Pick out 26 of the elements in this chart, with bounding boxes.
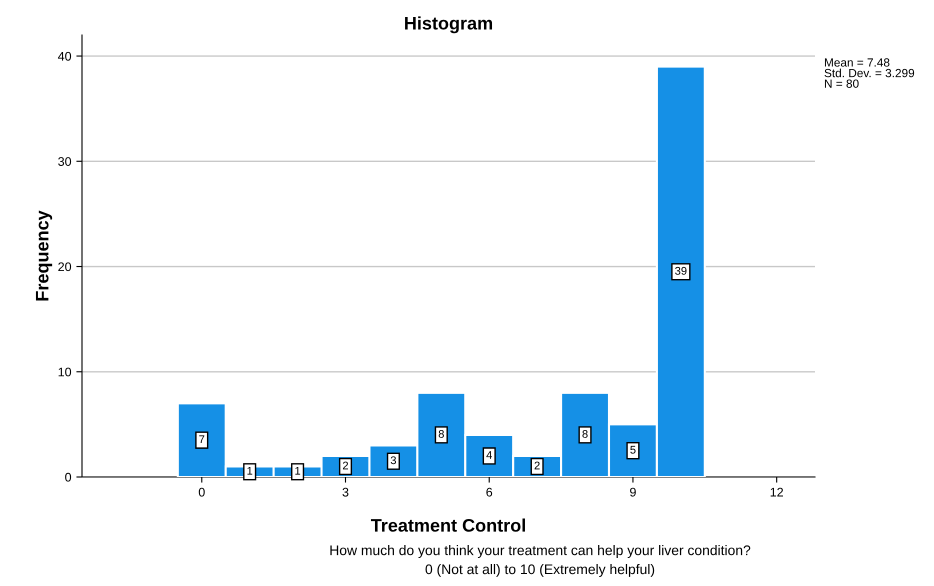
- x-tick-label: 9: [630, 488, 636, 497]
- y-axis-title: Frequency: [36, 210, 52, 300]
- data-label: 2: [534, 462, 540, 470]
- x-tick-label: 0: [198, 488, 205, 497]
- x-axis-title: Treatment Control: [370, 518, 525, 532]
- data-label: 1: [295, 466, 300, 475]
- data-label: 4: [486, 451, 492, 459]
- y-tick-label: 0: [65, 472, 72, 482]
- y-tick-label: 30: [58, 157, 72, 166]
- data-label: 39: [675, 266, 687, 275]
- data-label: 5: [630, 446, 636, 454]
- y-tick-label: 40: [58, 52, 72, 61]
- y-tick-label: 10: [58, 368, 72, 376]
- data-label: 7: [199, 435, 204, 444]
- text: How much do you think your treatment can help your liver condition? 0 (Not at all) to 10 (Extremely helpful): [330, 545, 750, 577]
- x-tick-label: 6: [486, 488, 492, 497]
- x-tick-label: 3: [342, 488, 348, 497]
- data-label: 8: [582, 430, 588, 438]
- data-label: 8: [438, 430, 444, 438]
- y-tick-label: 20: [58, 262, 72, 272]
- data-label: 2: [342, 462, 348, 470]
- text: Mean = 7.48 Std. Dev. = 3.299 N = 80: [824, 58, 914, 88]
- chart-title: Histogram: [405, 16, 492, 34]
- data-label: 1: [247, 466, 252, 475]
- x-tick-label: 12: [770, 488, 783, 496]
- data-label: 3: [390, 456, 396, 464]
